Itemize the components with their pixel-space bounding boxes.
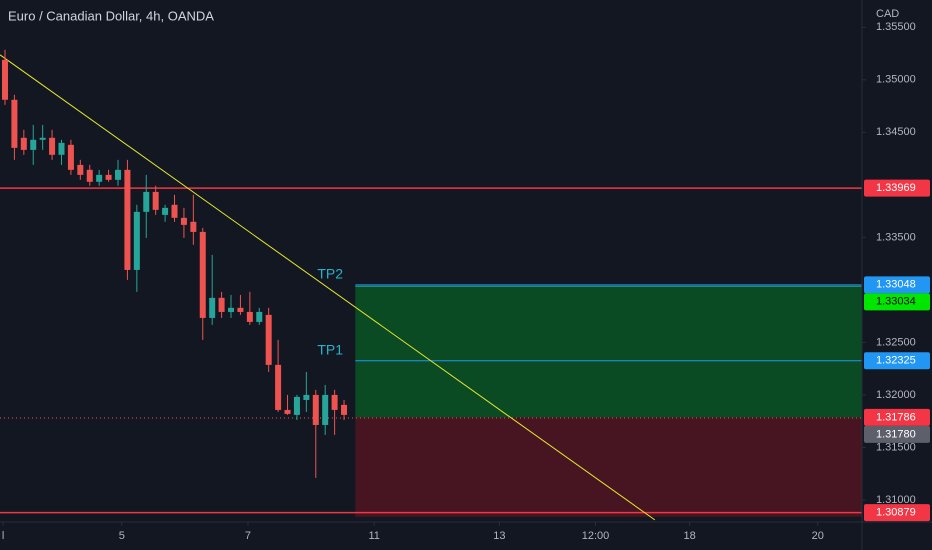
level-annotation: TP2	[317, 266, 343, 282]
candle-body	[190, 221, 197, 232]
x-tick-label: 7	[245, 530, 251, 542]
x-tick-label: l	[2, 530, 4, 542]
price-tag-label: 1.33034	[876, 296, 916, 308]
price-tag-label: 1.31786	[876, 411, 916, 423]
plot-area: TP2 TP1	[0, 49, 862, 521]
y-tick-label: 1.34500	[876, 126, 916, 138]
candle-body	[152, 191, 159, 210]
price-tag	[864, 293, 930, 311]
y-tick-label: 1.35000	[876, 74, 916, 86]
candle-body	[218, 297, 225, 312]
level-annotation: TP1	[317, 341, 343, 357]
candle-body	[105, 174, 112, 180]
candle-body	[96, 174, 103, 182]
price-tag	[864, 504, 930, 522]
x-tick-label: 5	[119, 530, 125, 542]
candle-body	[171, 204, 178, 218]
price-tag-label: 1.31780	[876, 428, 916, 440]
candle-body	[67, 144, 74, 170]
price-tag	[864, 425, 930, 443]
candle-body	[228, 307, 235, 312]
candle-body	[180, 217, 187, 225]
candle-body	[1, 59, 8, 100]
price-tag	[864, 179, 930, 197]
candle-body	[133, 211, 140, 270]
price-tag-label: 1.33048	[876, 279, 916, 291]
y-tick-label: 1.32000	[876, 389, 916, 401]
candle-body	[341, 404, 348, 415]
candle-body	[331, 394, 338, 410]
candle-body	[162, 207, 169, 215]
candle-body	[312, 394, 319, 425]
price-tag	[864, 276, 930, 294]
candle-body	[303, 394, 310, 400]
price-tag-label: 1.33969	[876, 182, 916, 194]
price-tag-label: 1.30879	[876, 507, 916, 519]
axis-unit: CAD	[876, 8, 899, 20]
price-tag-label: 1.32325	[876, 355, 916, 367]
price-tag	[864, 352, 930, 370]
candle-body	[11, 99, 18, 148]
y-tick-label: 1.33500	[876, 231, 916, 243]
candle-body	[246, 311, 253, 322]
profit-zone	[355, 286, 862, 418]
candle-body	[86, 169, 93, 182]
y-tick-label: 1.31000	[876, 494, 916, 506]
candle-body	[77, 164, 84, 175]
candle-body	[293, 396, 300, 415]
x-tick-label: 11	[368, 530, 379, 542]
candle-body	[237, 307, 244, 312]
candle-body	[115, 169, 122, 180]
candle-body	[143, 191, 150, 212]
y-tick-label: 1.31500	[876, 441, 916, 453]
loss-zone	[355, 417, 862, 517]
x-tick-label: 13	[493, 530, 505, 542]
chart-title: Euro / Canadian Dollar, 4h, OANDA	[8, 8, 214, 23]
candle-body	[284, 409, 291, 414]
price-tag	[864, 408, 930, 426]
candle-body	[124, 169, 131, 270]
x-tick-label: 12:00	[582, 530, 610, 542]
y-tick-label: 1.35500	[876, 21, 916, 33]
y-tick-label: 1.32500	[876, 336, 916, 348]
x-tick-label: 20	[812, 530, 824, 542]
candle-body	[265, 314, 272, 365]
candle-body	[256, 311, 263, 322]
candle-body	[199, 231, 206, 318]
candle-body	[30, 139, 37, 150]
x-tick-label: 18	[684, 530, 696, 542]
trendline	[0, 54, 656, 521]
candle-body	[209, 297, 216, 318]
candle-body	[39, 137, 46, 140]
candle-body	[322, 394, 329, 425]
candle-body	[20, 137, 27, 150]
candle-body	[58, 142, 65, 155]
candle-body	[49, 137, 56, 155]
candle-body	[275, 364, 282, 410]
